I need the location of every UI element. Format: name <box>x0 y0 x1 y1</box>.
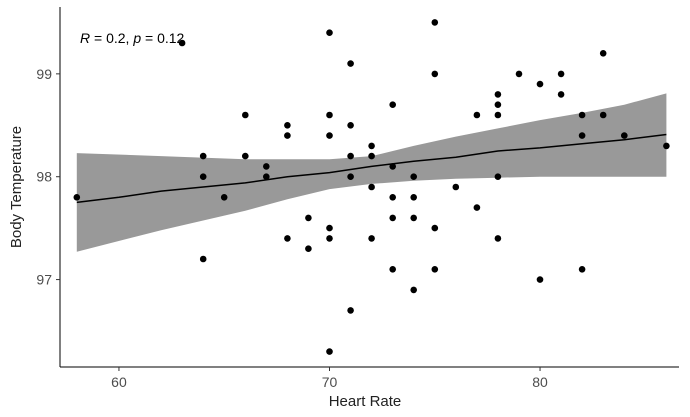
data-point <box>494 101 502 108</box>
data-point <box>557 91 565 98</box>
data-point <box>305 214 312 222</box>
data-point <box>284 122 291 129</box>
regression-line <box>76 133 667 204</box>
data-point <box>494 235 502 242</box>
data-point <box>494 111 502 119</box>
data-point <box>410 194 418 201</box>
data-point <box>199 152 207 160</box>
data-point <box>536 80 544 88</box>
data-point <box>178 39 186 47</box>
y-tick-label: 97 <box>36 272 52 288</box>
data-point <box>326 132 333 139</box>
data-point <box>473 111 481 119</box>
data-point <box>494 91 502 98</box>
data-point <box>263 163 270 170</box>
data-point <box>305 245 312 252</box>
x-axis-title: Heart Rate <box>329 393 402 410</box>
data-point <box>326 111 333 119</box>
data-point <box>389 266 397 273</box>
data-point <box>263 173 270 180</box>
data-point <box>389 214 397 222</box>
data-point <box>199 255 207 263</box>
r-label: R <box>80 30 90 46</box>
data-point <box>242 152 249 160</box>
data-point <box>326 224 333 232</box>
data-point <box>368 142 375 150</box>
data-point <box>389 101 397 108</box>
data-point <box>326 348 333 355</box>
y-tick-label: 99 <box>36 66 52 82</box>
data-point <box>347 60 354 67</box>
data-point <box>410 214 418 222</box>
data-point <box>199 173 207 180</box>
data-point <box>578 111 586 119</box>
data-point <box>326 235 333 242</box>
data-point <box>621 132 628 139</box>
data-point <box>368 152 375 160</box>
data-point <box>431 19 439 26</box>
data-point <box>515 70 523 78</box>
data-point <box>473 204 481 211</box>
data-point <box>494 173 502 180</box>
data-point <box>284 235 291 242</box>
data-point <box>557 70 565 78</box>
data-point <box>452 183 460 191</box>
data-point <box>368 183 375 191</box>
data-point <box>347 122 354 129</box>
data-point <box>663 142 670 150</box>
y-tick-label: 98 <box>36 169 52 185</box>
correlation-annotation: R = 0.2, p = 0.12 <box>80 30 185 46</box>
data-point <box>578 132 586 139</box>
r-value: = 0.2, <box>90 30 133 46</box>
y-axis-title: Body Temperature <box>8 126 25 248</box>
data-point <box>73 194 81 201</box>
data-point <box>410 173 418 180</box>
data-point <box>599 50 607 57</box>
data-point <box>326 29 333 36</box>
data-point <box>599 111 607 119</box>
data-point <box>410 286 418 294</box>
data-point <box>284 132 291 139</box>
x-tick-label: 60 <box>111 374 127 390</box>
p-label: p <box>132 30 141 46</box>
data-point <box>431 70 439 78</box>
data-point <box>347 152 354 160</box>
data-point <box>536 276 544 283</box>
p-value: = 0.12 <box>141 30 184 46</box>
data-point <box>431 266 439 273</box>
data-point <box>578 266 586 273</box>
data-point <box>220 194 228 201</box>
confidence-band <box>76 93 667 252</box>
data-point <box>242 111 249 119</box>
data-point <box>368 235 375 242</box>
data-point <box>347 173 354 180</box>
data-point <box>431 224 439 232</box>
x-tick-label: 70 <box>322 374 338 390</box>
data-point <box>389 194 397 201</box>
data-point <box>347 307 354 314</box>
x-tick-label: 80 <box>532 374 548 390</box>
